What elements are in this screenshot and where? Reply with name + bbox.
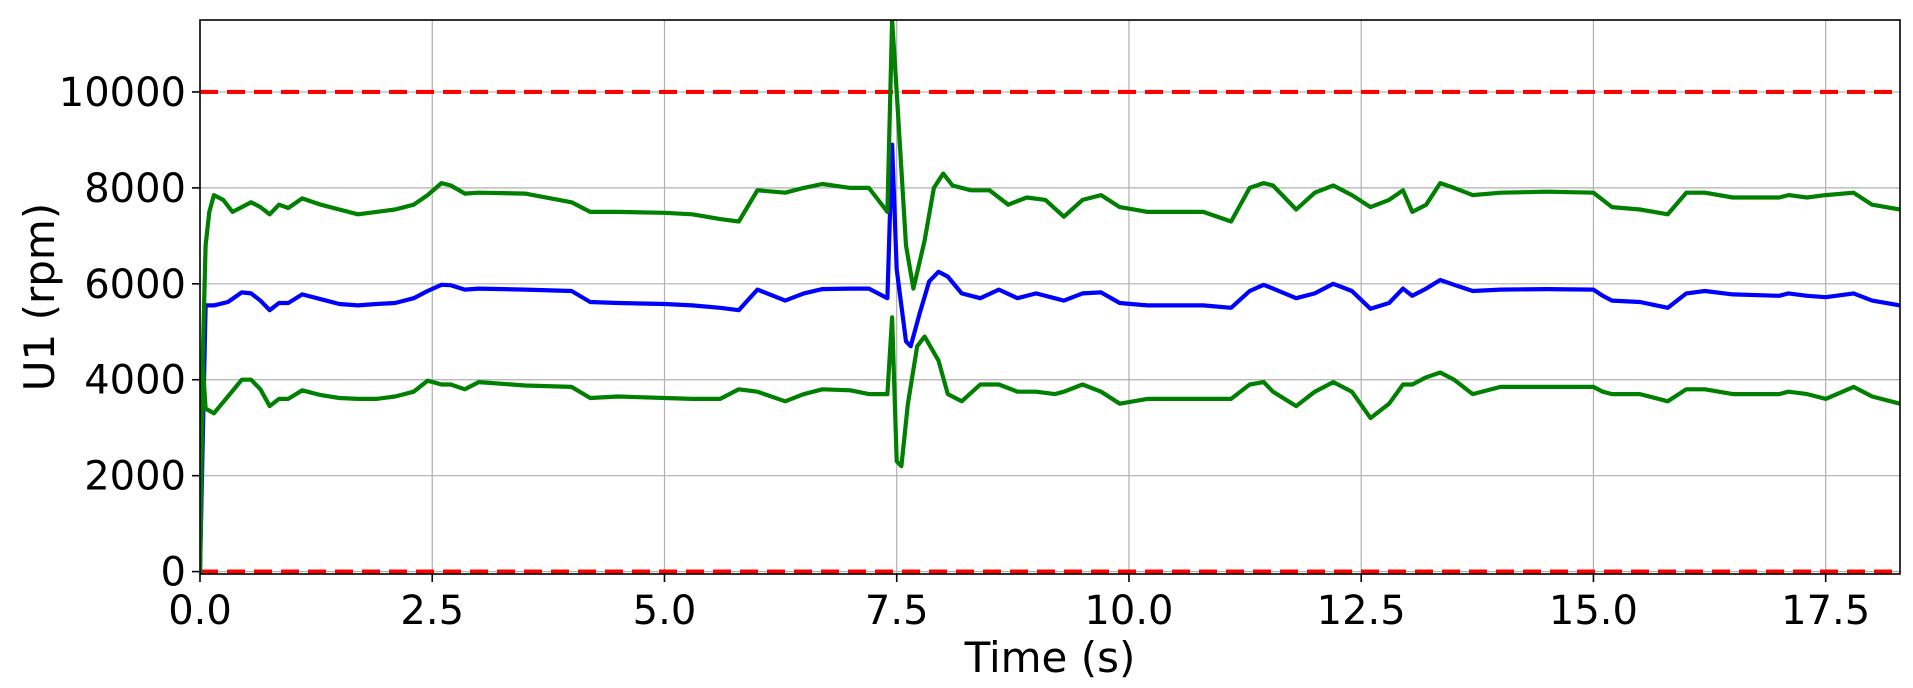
x-tick-label: 10.0 [1084,588,1173,634]
series-line-3 [200,315,1900,574]
y-tick-label: 8000 [84,166,186,212]
x-tick-label: 17.5 [1781,588,1870,634]
x-tick-label: 2.5 [400,588,464,634]
x-tick-label: 12.5 [1317,588,1406,634]
x-axis-label: Time (s) [964,633,1136,682]
x-tick-label: 0.0 [168,588,232,634]
y-tick-label: 4000 [84,358,186,404]
series-line-1 [200,142,1900,574]
x-tick-label: 15.0 [1549,588,1638,634]
x-axis-ticks: 0.0 2.5 5.0 7.5 10.0 12.5 15.0 17.5 [168,574,1870,634]
x-tick-label: 7.5 [865,588,929,634]
x-tick-label: 5.0 [633,588,697,634]
y-tick-label: 2000 [84,454,186,500]
reference-lines [200,89,1900,574]
y-tick-label: 0 [161,550,186,596]
data-series [200,20,1900,574]
y-tick-label: 10000 [59,70,186,116]
plot-frame [199,19,1901,575]
y-axis-label: U1 (rpm) [15,203,64,391]
y-tick-label: 6000 [84,262,186,308]
series-line-2 [200,20,1900,574]
y-axis-ticks: 0 2000 4000 6000 8000 10000 [59,70,200,596]
